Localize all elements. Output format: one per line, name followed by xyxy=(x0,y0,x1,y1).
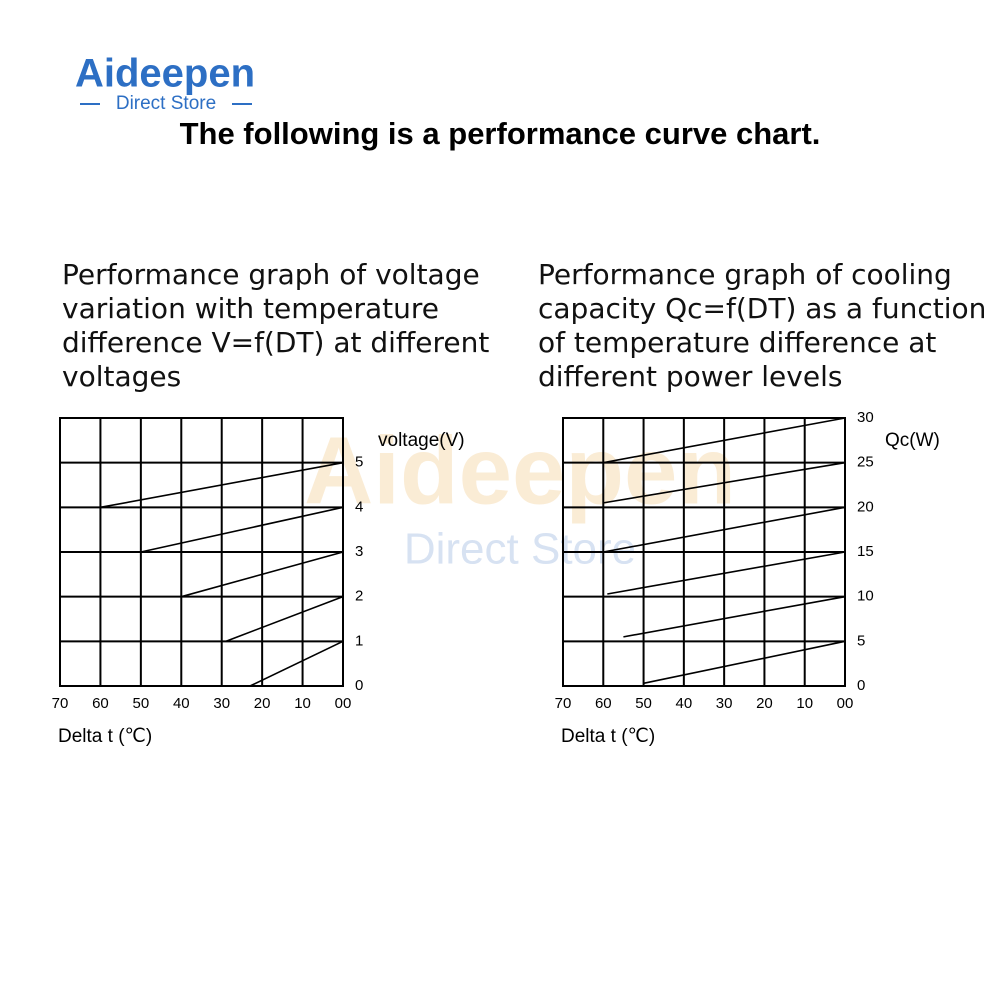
curve xyxy=(603,417,846,464)
x-axis-label: Delta t (℃) xyxy=(561,726,655,747)
x-axis-label: Delta t (℃) xyxy=(58,726,152,747)
y-tick-label: 0 xyxy=(857,677,865,694)
page-title: The following is a performance curve cha… xyxy=(180,116,821,151)
y-axis-label: Qc(W) xyxy=(885,430,940,451)
y-tick-label: 10 xyxy=(857,588,874,605)
y-tick-label: 25 xyxy=(857,454,874,471)
y-tick-label: 1 xyxy=(355,632,363,649)
y-tick-label: 4 xyxy=(355,498,363,515)
curve xyxy=(181,551,344,598)
watermark: Direct Store xyxy=(404,525,636,574)
x-tick-label: 10 xyxy=(294,695,311,712)
x-tick-label: 70 xyxy=(52,695,69,712)
logo: Aideepen xyxy=(75,52,255,96)
x-tick-label: 60 xyxy=(595,695,612,712)
curve xyxy=(603,506,846,553)
y-tick-label: 20 xyxy=(857,498,874,515)
y-tick-label: 2 xyxy=(355,588,363,605)
chart-description: Performance graph of cooling capacity Qc… xyxy=(538,258,987,393)
x-tick-label: 40 xyxy=(676,695,693,712)
y-tick-label: 5 xyxy=(857,632,865,649)
curve xyxy=(623,595,846,638)
curve xyxy=(249,640,344,687)
x-tick-label: 60 xyxy=(92,695,109,712)
x-tick-label: 00 xyxy=(837,695,854,712)
x-tick-label: 40 xyxy=(173,695,190,712)
x-tick-label: 10 xyxy=(796,695,813,712)
x-tick-label: 30 xyxy=(716,695,733,712)
curve xyxy=(225,595,344,643)
y-tick-label: 5 xyxy=(355,454,363,471)
x-tick-label: 70 xyxy=(555,695,572,712)
curve xyxy=(140,506,344,553)
x-tick-label: 30 xyxy=(213,695,230,712)
y-tick-label: 3 xyxy=(355,543,363,560)
curve xyxy=(643,640,846,685)
x-tick-label: 00 xyxy=(335,695,352,712)
x-tick-label: 50 xyxy=(635,695,652,712)
chart-description: Performance graph of voltage variation w… xyxy=(62,258,490,393)
x-tick-label: 20 xyxy=(756,695,773,712)
y-tick-label: 30 xyxy=(857,409,874,426)
x-tick-label: 20 xyxy=(254,695,271,712)
y-axis-label: voltage(V) xyxy=(378,430,465,451)
curve xyxy=(603,461,846,504)
x-tick-label: 50 xyxy=(133,695,150,712)
y-tick-label: 0 xyxy=(355,677,363,694)
y-tick-label: 15 xyxy=(857,543,874,560)
curve xyxy=(607,551,846,595)
logo-tagline: Direct Store xyxy=(116,93,216,114)
curve xyxy=(100,461,344,509)
